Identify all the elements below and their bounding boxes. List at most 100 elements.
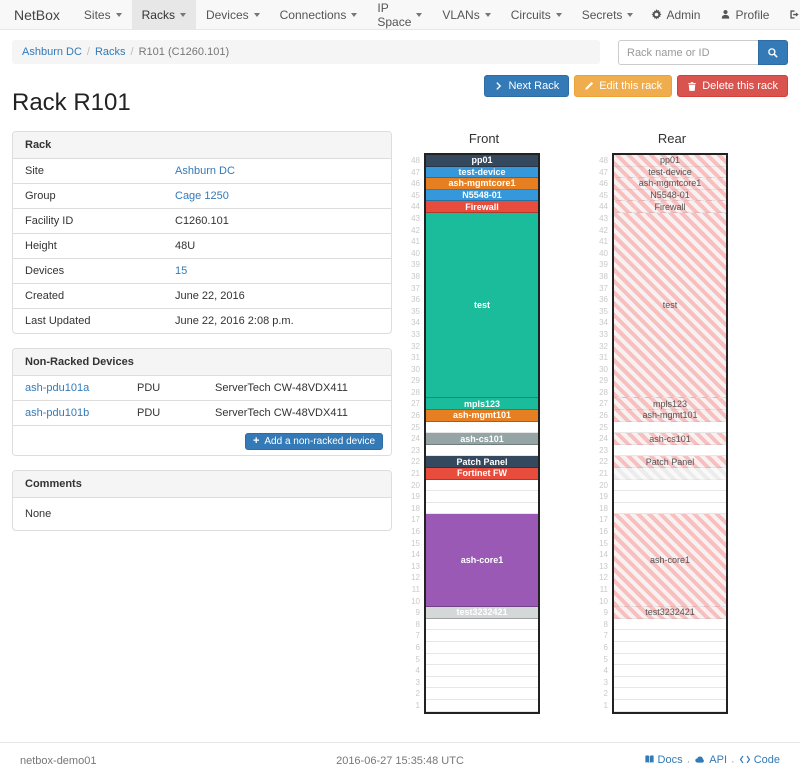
unit-number: 43 <box>402 213 420 225</box>
unit-number: 36 <box>590 294 608 306</box>
rack-unit-empty <box>426 677 538 689</box>
add-non-racked-device-button[interactable]: + Add a non-racked device <box>245 433 383 450</box>
unit-number: 23 <box>590 445 608 457</box>
rack-device-fortinet-fw-front[interactable]: Fortinet FW <box>426 468 538 480</box>
nav-item-label: IP Space <box>377 1 411 29</box>
rack-attr-link[interactable]: Ashburn DC <box>175 165 235 177</box>
rack-unit-empty <box>614 422 726 434</box>
rack-device-ash-core1-rear[interactable]: ash-core1 <box>614 514 726 607</box>
caret-down-icon <box>116 13 122 17</box>
unit-number: 47 <box>402 167 420 179</box>
unit-number: 2 <box>402 688 420 700</box>
unit-number: 43 <box>590 213 608 225</box>
netbox-brand[interactable]: NetBox <box>14 0 60 29</box>
rack-device-mpls123-front[interactable]: mpls123 <box>426 398 538 410</box>
rack-attr-link[interactable]: 15 <box>175 265 187 277</box>
unit-number: 3 <box>590 677 608 689</box>
rack-device-patch-panel-rear[interactable]: Patch Panel <box>614 456 726 468</box>
next-rack-button[interactable]: Next Rack <box>484 75 569 97</box>
rack-device-ash-cs101-front[interactable]: ash-cs101 <box>426 433 538 445</box>
rack-device-ash-mgmtcore1-front[interactable]: ash-mgmtcore1 <box>426 178 538 190</box>
footer-link-code[interactable]: Code <box>739 754 780 766</box>
breadcrumb-separator: / <box>87 46 90 58</box>
nav-item-secrets[interactable]: Secrets <box>572 0 644 29</box>
non-racked-device-role: PDU <box>133 401 211 425</box>
unit-number: 25 <box>590 422 608 434</box>
breadcrumb-item-racks[interactable]: Racks <box>95 46 126 58</box>
nav-item-connections[interactable]: Connections <box>270 0 368 29</box>
unit-number: 41 <box>402 236 420 248</box>
rack-device-test-device-rear[interactable]: test-device <box>614 167 726 179</box>
nav-item-label: Devices <box>206 8 249 22</box>
device-link[interactable]: ash-pdu101b <box>25 407 89 419</box>
rack-device-mpls123-rear[interactable]: mpls123 <box>614 398 726 410</box>
rack-device-firewall-front[interactable]: Firewall <box>426 201 538 213</box>
footer-links: Docs·API·Code <box>527 754 780 769</box>
rack-device-test-device-front[interactable]: test-device <box>426 167 538 179</box>
search-input[interactable] <box>618 40 758 65</box>
rack-unit-empty <box>614 688 726 700</box>
nav-item-ip-space[interactable]: IP Space <box>367 0 432 29</box>
rack-device-ash-mgmt101-front[interactable]: ash-mgmt101 <box>426 410 538 422</box>
rack-attr-link[interactable]: Cage 1250 <box>175 190 229 202</box>
non-racked-device-role: PDU <box>133 376 211 400</box>
nav-link-label: Admin <box>666 8 700 22</box>
rack-device-ash-mgmtcore1-rear[interactable]: ash-mgmtcore1 <box>614 178 726 190</box>
edit-rack-label: Edit this rack <box>599 80 662 92</box>
nav-item-sites[interactable]: Sites <box>74 0 132 29</box>
unit-number: 16 <box>402 526 420 538</box>
nav-item-label: Racks <box>142 8 175 22</box>
unit-number: 27 <box>402 398 420 410</box>
nav-item-circuits[interactable]: Circuits <box>501 0 572 29</box>
unit-number: 24 <box>402 433 420 445</box>
footer-link-docs[interactable]: Docs <box>644 754 683 766</box>
next-rack-label: Next Rack <box>508 80 559 92</box>
rack-device-pp01-front[interactable]: pp01 <box>426 155 538 167</box>
non-racked-device-type: ServerTech CW-48VDX411 <box>211 401 391 425</box>
book-icon <box>644 754 655 765</box>
unit-number: 37 <box>590 283 608 295</box>
nav-profile-link[interactable]: Profile <box>712 8 777 22</box>
unit-number: 8 <box>402 619 420 631</box>
rack-device-test-front[interactable]: test <box>426 213 538 399</box>
breadcrumb-item-r101-c1260-101-: R101 (C1260.101) <box>139 46 230 58</box>
nav-log-out-link[interactable]: Log out <box>781 1 800 29</box>
rack-attr-label: Facility ID <box>13 209 163 233</box>
unit-number: 37 <box>402 283 420 295</box>
nav-admin-link[interactable]: Admin <box>643 8 708 22</box>
breadcrumb-item-ashburn-dc[interactable]: Ashburn DC <box>22 46 82 58</box>
nav-item-racks[interactable]: Racks <box>132 0 196 29</box>
rack-device-test-rear[interactable]: test <box>614 213 726 399</box>
unit-number: 17 <box>590 514 608 526</box>
rack-device-ash-cs101-rear[interactable]: ash-cs101 <box>614 433 726 445</box>
delete-rack-button[interactable]: Delete this rack <box>677 75 788 97</box>
caret-down-icon <box>254 13 260 17</box>
caret-down-icon <box>351 13 357 17</box>
rack-device-fortinet-fw-rear[interactable] <box>614 468 726 480</box>
rack-device-firewall-rear[interactable]: Firewall <box>614 201 726 213</box>
add-non-racked-device-label: Add a non-racked device <box>264 436 375 447</box>
device-link[interactable]: ash-pdu101a <box>25 382 89 394</box>
rack-device-pp01-rear[interactable]: pp01 <box>614 155 726 167</box>
rack-device-test3232421-front[interactable]: test3232421 <box>426 607 538 619</box>
footer-link-api[interactable]: API <box>694 754 727 766</box>
rack-device-ash-mgmt101-rear[interactable]: ash-mgmt101 <box>614 410 726 422</box>
rack-device-n5548-01-rear[interactable]: N5548-01 <box>614 190 726 202</box>
unit-number: 27 <box>590 398 608 410</box>
rack-device-patch-panel-front[interactable]: Patch Panel <box>426 456 538 468</box>
rack-device-ash-core1-front[interactable]: ash-core1 <box>426 514 538 607</box>
rack-device-test3232421-rear[interactable]: test3232421 <box>614 607 726 619</box>
unit-number: 45 <box>590 190 608 202</box>
breadcrumb: Ashburn DC/Racks/R101 (C1260.101) <box>12 40 600 64</box>
footer-link-label: Code <box>754 754 780 766</box>
nav-item-devices[interactable]: Devices <box>196 0 270 29</box>
search-button[interactable] <box>758 40 788 65</box>
unit-number: 33 <box>402 329 420 341</box>
nav-item-vlans[interactable]: VLANs <box>432 0 500 29</box>
edit-rack-button[interactable]: Edit this rack <box>574 75 672 97</box>
unit-number: 30 <box>590 364 608 376</box>
rack-device-n5548-01-front[interactable]: N5548-01 <box>426 190 538 202</box>
